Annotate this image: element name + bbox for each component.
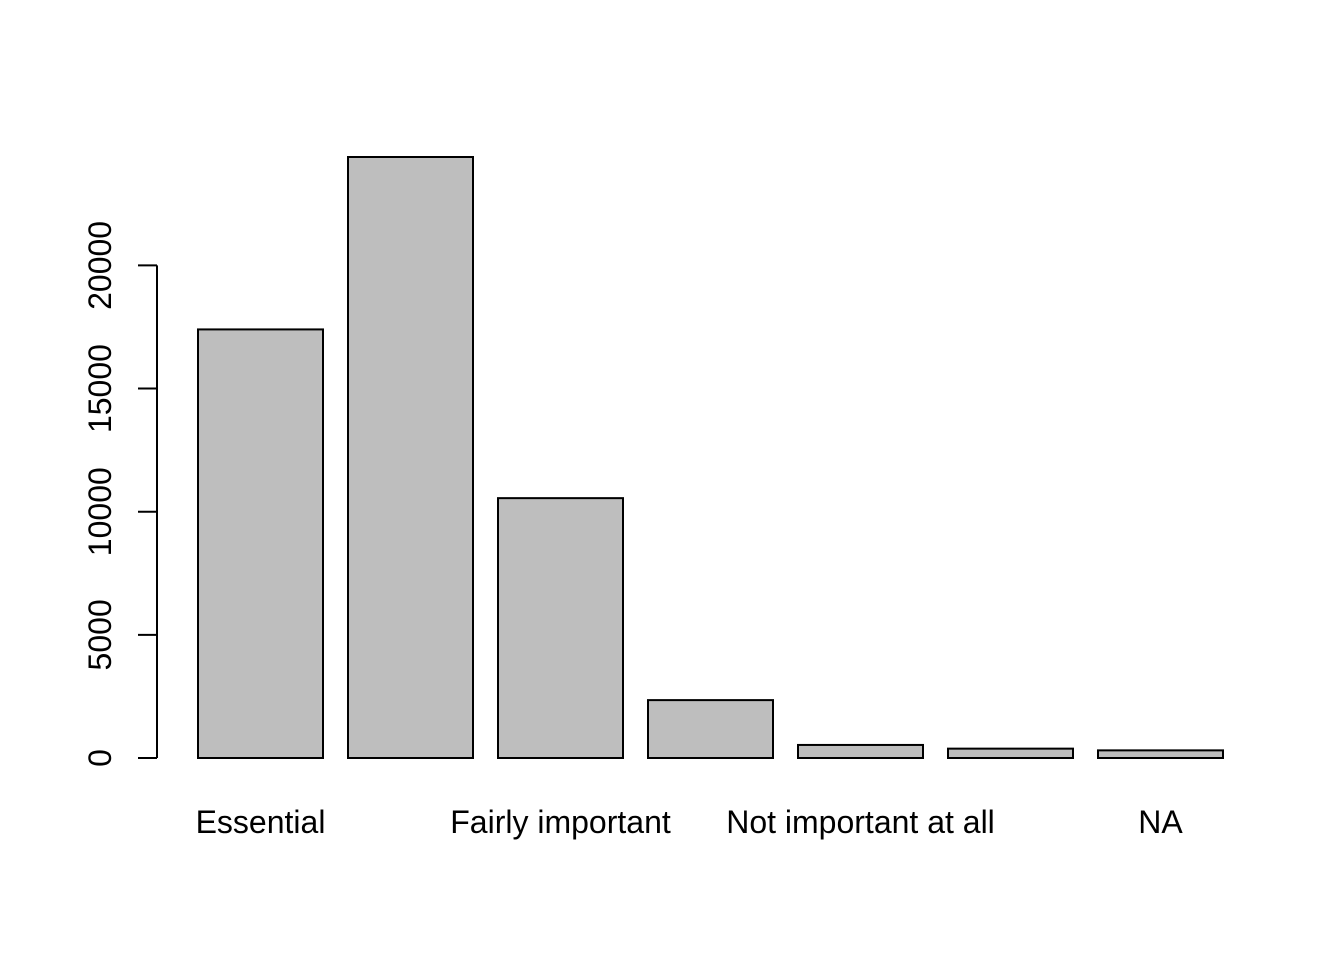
y-tick-label: 20000 <box>82 221 118 310</box>
bar <box>797 743 924 760</box>
bar <box>647 699 774 760</box>
y-tick-label: 10000 <box>82 467 118 556</box>
bars-group <box>197 156 1224 760</box>
bar <box>347 156 474 759</box>
bar <box>947 747 1074 759</box>
bar <box>197 328 324 759</box>
y-tick-label: 0 <box>82 749 118 767</box>
x-tick-label: Essential <box>196 804 326 840</box>
x-tick-label: NA <box>1138 804 1183 840</box>
y-axis: 0 5000 10000 15000 20000 <box>82 221 158 767</box>
y-tick-label: 15000 <box>82 344 118 433</box>
x-tick-label: Not important at all <box>726 804 995 840</box>
bar <box>1097 749 1224 759</box>
x-axis-labels: Essential Fairly important Not important a… <box>196 804 1184 840</box>
bar <box>497 497 624 759</box>
y-tick-label: 5000 <box>82 599 118 670</box>
x-tick-label: Fairly important <box>450 804 671 840</box>
